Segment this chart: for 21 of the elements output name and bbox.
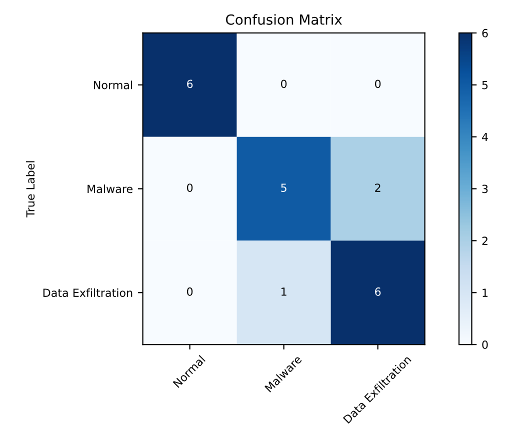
data-label: 0: [187, 184, 193, 192]
data-label: 0: [281, 80, 287, 88]
y-axis-title: True Label: [26, 161, 35, 218]
data-label: 0: [375, 80, 381, 88]
data-label: 2: [375, 184, 380, 192]
color-bar-label: 4: [482, 132, 488, 142]
data-label: 6: [375, 287, 381, 296]
data-label: 5: [281, 184, 286, 192]
y-tick-label: Normal: [94, 80, 132, 90]
color-bar-label: 0: [482, 340, 488, 349]
color-bar-label: 5: [482, 81, 488, 90]
color-bar-label: 2: [482, 236, 488, 245]
color-bar-label: 3: [482, 184, 488, 194]
data-label: 0: [187, 287, 193, 296]
data-label: 1: [282, 288, 286, 296]
y-tick-label: Data Exfiltration: [43, 288, 132, 297]
color-bar-label: 1: [482, 288, 488, 297]
y-tick-label: Malware: [88, 184, 132, 194]
chart-title: Confusion Matrix: [226, 14, 342, 25]
color-bar-label: 6: [482, 28, 488, 38]
data-label: 6: [187, 80, 193, 88]
